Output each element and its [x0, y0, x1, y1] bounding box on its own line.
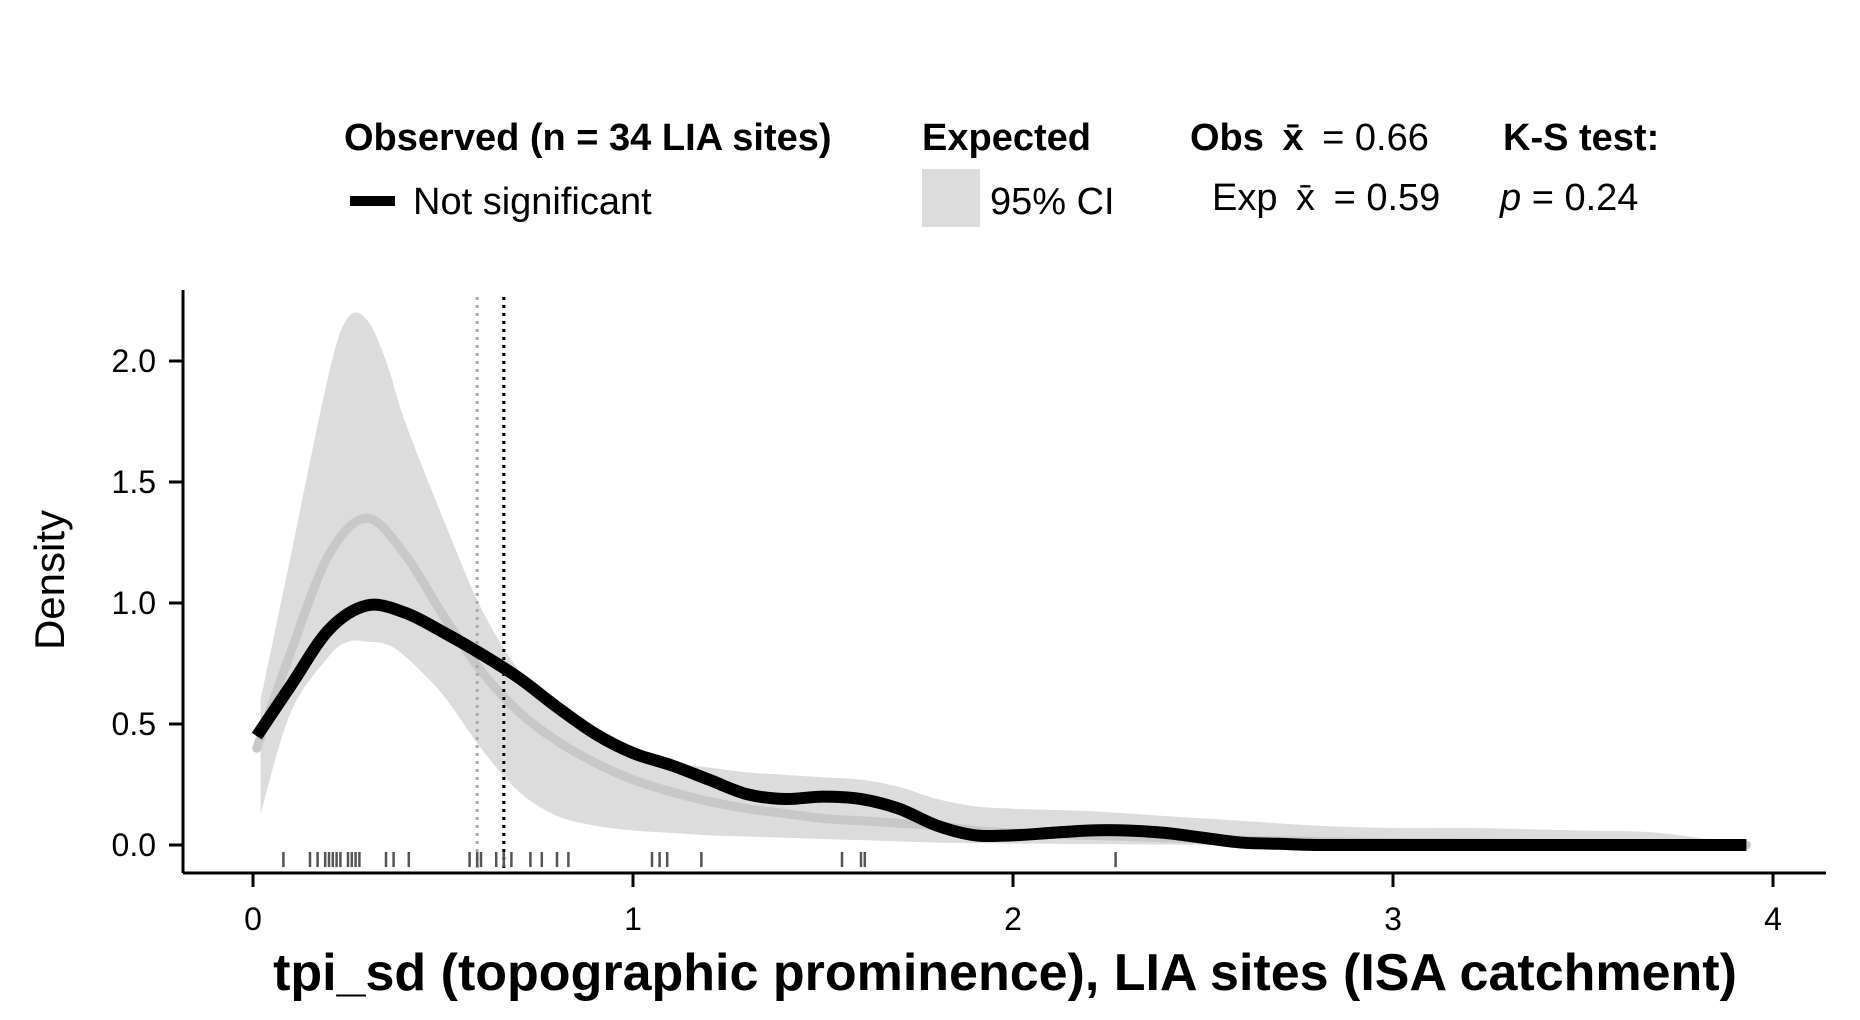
- legend-expected-item: 95% CI: [990, 181, 1115, 223]
- legend-obs-mean: Obs x̄ = 0.66: [1190, 117, 1429, 159]
- legend-obs-mean-symbol: x̄: [1282, 117, 1303, 159]
- expected-ci-band: [260, 312, 1747, 846]
- legend-ks-result: p = 0.24: [1499, 177, 1638, 219]
- legend-expected-title: Expected: [922, 117, 1091, 159]
- legend-obs-mean-label: Obs: [1190, 117, 1264, 159]
- legend: Observed (n = 34 LIA sites) Not signific…: [344, 117, 1659, 227]
- x-ticks: 0 1 2 3 4: [244, 873, 1782, 937]
- legend-ks-p: p: [1499, 177, 1521, 219]
- observed-layer: [251, 598, 1747, 852]
- x-tick-label: 1: [624, 901, 642, 937]
- y-axis-title: Density: [26, 510, 73, 650]
- legend-observed-item: Not significant: [413, 181, 652, 223]
- x-axis-title: tpi_sd (topographic prominence), LIA sit…: [273, 944, 1737, 1002]
- y-tick-label: 0.0: [112, 827, 156, 863]
- expected-ci-band-layer: [260, 312, 1747, 846]
- legend-expected-swatch: [922, 169, 980, 227]
- y-tick-label: 0.5: [112, 706, 156, 742]
- legend-exp-mean-symbol: x̄: [1296, 177, 1315, 219]
- legend-exp-mean-label: Exp: [1212, 177, 1277, 219]
- y-tick-label: 1.5: [112, 464, 156, 500]
- x-tick-label: 3: [1384, 901, 1402, 937]
- legend-exp-mean-value: = 0.59: [1334, 177, 1441, 219]
- legend-exp-mean: Exp x̄ = 0.59: [1212, 177, 1440, 219]
- x-tick-label: 4: [1764, 901, 1782, 937]
- x-tick-label: 0: [244, 901, 262, 937]
- legend-obs-mean-value: = 0.66: [1322, 117, 1429, 159]
- rug-layer: [282, 852, 1117, 867]
- y-tick-label: 1.0: [112, 585, 156, 621]
- observed-density-curve: [251, 598, 1747, 852]
- mean-lines-layer: [475, 297, 506, 872]
- legend-ks-title: K-S test:: [1503, 117, 1659, 159]
- legend-observed-title: Observed (n = 34 LIA sites): [344, 117, 832, 159]
- legend-ks-value: = 0.24: [1532, 177, 1639, 219]
- y-tick-label: 2.0: [112, 343, 156, 379]
- y-ticks: 0.0 0.5 1.0 1.5 2.0: [112, 343, 183, 863]
- x-tick-label: 2: [1004, 901, 1022, 937]
